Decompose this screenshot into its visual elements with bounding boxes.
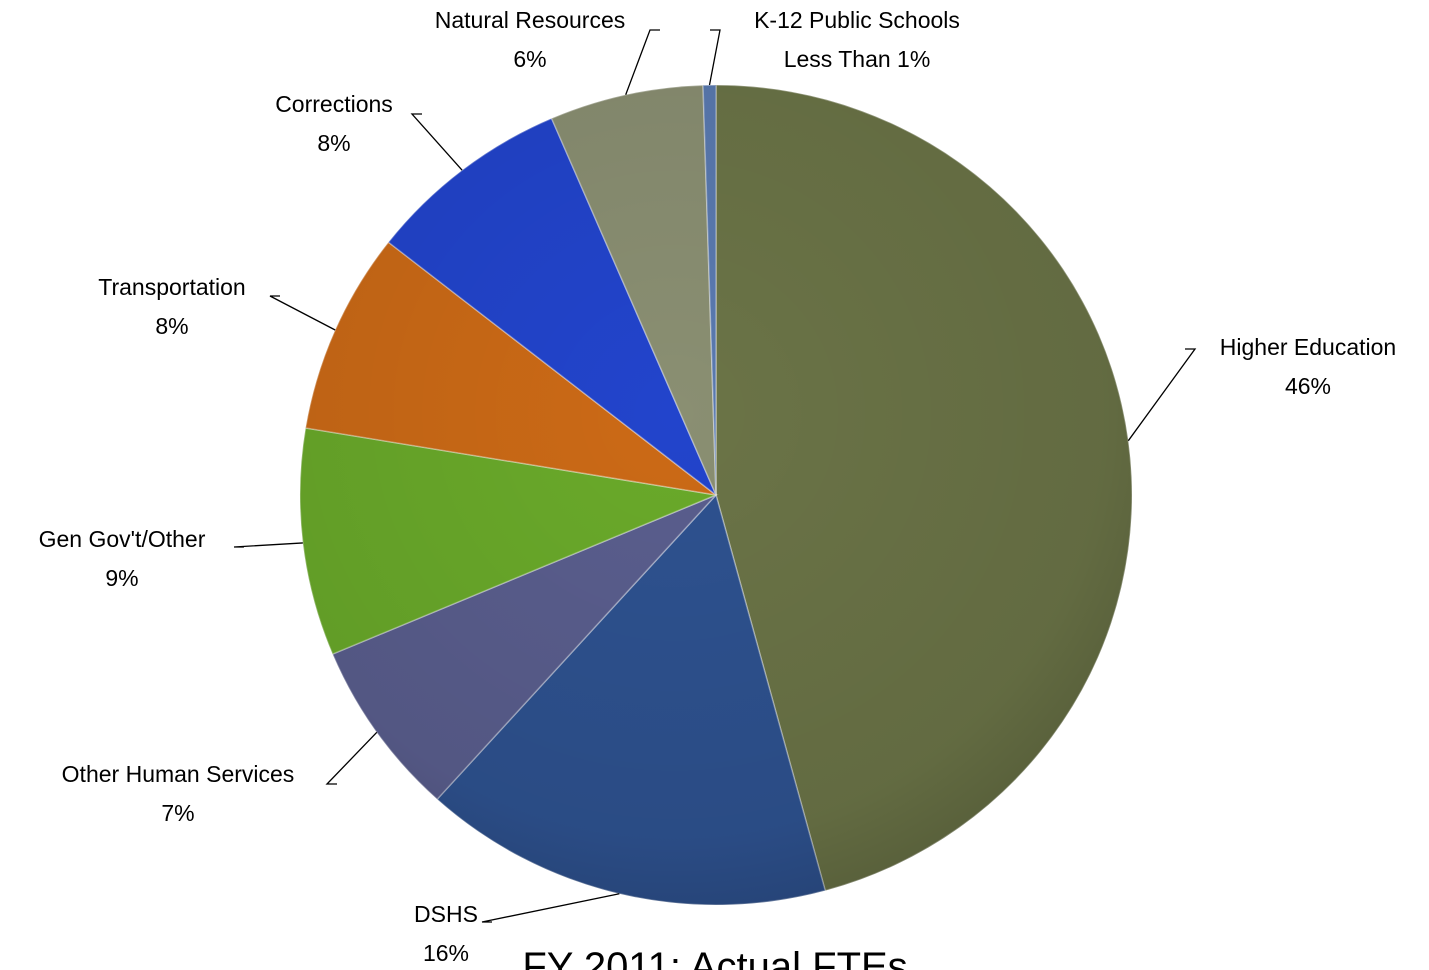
slice-label: Transportation xyxy=(98,274,245,300)
leader-line xyxy=(1127,348,1197,442)
slice-value-label: 46% xyxy=(1285,373,1331,399)
slice-value-label: 7% xyxy=(161,800,194,826)
slice-label: Other Human Services xyxy=(62,761,295,787)
slice-label: Natural Resources xyxy=(435,7,625,33)
labels: Higher Education 46% DSHS 16% Other Human Se… xyxy=(39,7,1397,966)
chart-title: FY 2011: Actual FTEs xyxy=(522,945,907,970)
slice-value-label: 6% xyxy=(513,46,546,72)
slice-label: Corrections xyxy=(275,91,393,117)
pie xyxy=(299,84,1133,906)
slice-value-label: 8% xyxy=(317,130,350,156)
slice-label: Gen Gov't/Other xyxy=(39,526,206,552)
slice-label: Higher Education xyxy=(1220,334,1396,360)
leader-line xyxy=(708,29,721,86)
leader-line xyxy=(269,295,336,331)
leader-line xyxy=(325,731,378,785)
leader-line xyxy=(481,893,620,923)
slice-label: DSHS xyxy=(414,901,478,927)
slice-value-label: Less Than 1% xyxy=(784,46,931,72)
leader-line xyxy=(410,113,463,171)
slice-value-label: 8% xyxy=(155,313,188,339)
slice-label: K-12 Public Schools xyxy=(754,7,960,33)
leader-line xyxy=(233,542,303,548)
slice-value-label: 16% xyxy=(423,940,469,966)
slice-value-label: 9% xyxy=(105,565,138,591)
leader-line xyxy=(625,29,660,96)
